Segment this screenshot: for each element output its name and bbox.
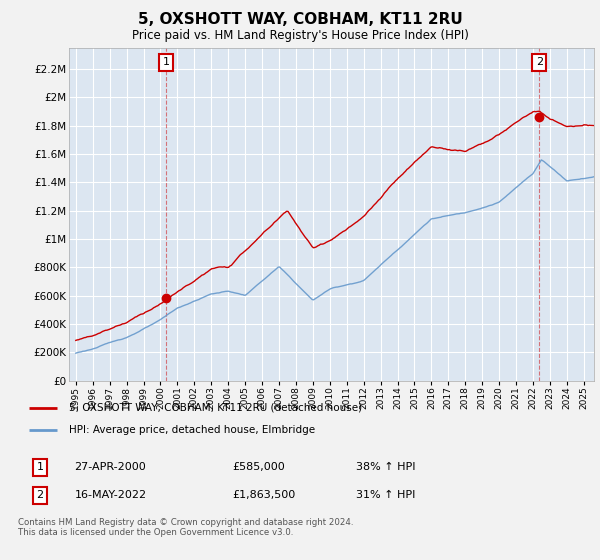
Text: 27-APR-2000: 27-APR-2000 — [74, 462, 146, 472]
Text: 38% ↑ HPI: 38% ↑ HPI — [356, 462, 416, 472]
Text: 2: 2 — [536, 57, 543, 67]
Text: 31% ↑ HPI: 31% ↑ HPI — [356, 491, 416, 501]
Text: 16-MAY-2022: 16-MAY-2022 — [74, 491, 146, 501]
Text: 5, OXSHOTT WAY, COBHAM, KT11 2RU: 5, OXSHOTT WAY, COBHAM, KT11 2RU — [137, 12, 463, 27]
Text: Contains HM Land Registry data © Crown copyright and database right 2024.
This d: Contains HM Land Registry data © Crown c… — [18, 518, 353, 538]
Text: £585,000: £585,000 — [232, 462, 285, 472]
Text: 1: 1 — [163, 57, 169, 67]
Text: £1,863,500: £1,863,500 — [232, 491, 296, 501]
Text: 2: 2 — [37, 491, 44, 501]
Text: Price paid vs. HM Land Registry's House Price Index (HPI): Price paid vs. HM Land Registry's House … — [131, 29, 469, 42]
Text: 5, OXSHOTT WAY, COBHAM, KT11 2RU (detached house): 5, OXSHOTT WAY, COBHAM, KT11 2RU (detach… — [69, 403, 362, 413]
Text: 1: 1 — [37, 462, 43, 472]
Text: HPI: Average price, detached house, Elmbridge: HPI: Average price, detached house, Elmb… — [69, 424, 315, 435]
